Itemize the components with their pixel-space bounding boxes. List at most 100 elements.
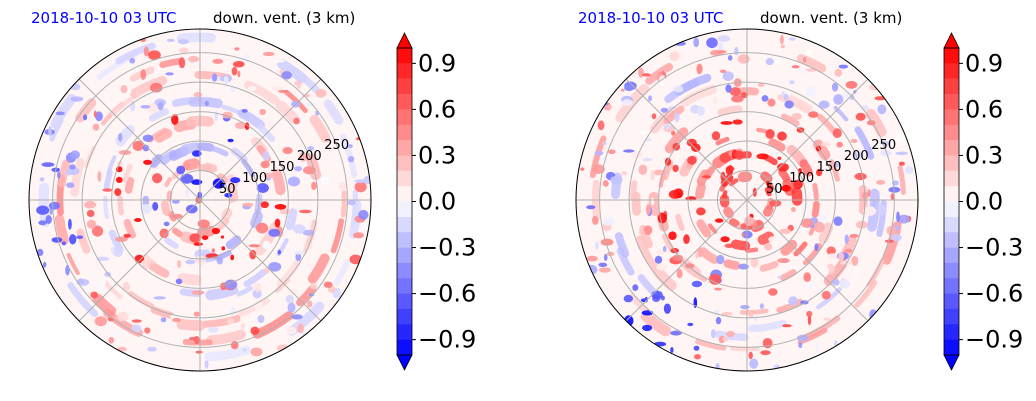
field-cell: [92, 123, 100, 131]
field-cell: [676, 268, 683, 279]
radial-tick-label: 150: [817, 160, 842, 175]
field-cell: [836, 141, 843, 148]
colorbar-extend-min: [396, 354, 413, 371]
field-cell: [782, 324, 792, 328]
field-cell: [806, 48, 813, 56]
field-cell: [777, 156, 782, 160]
field-cell: [648, 95, 653, 102]
field-cell: [602, 217, 615, 226]
field-cell: [255, 222, 269, 234]
field-band-segment: [664, 127, 689, 154]
field-band-segment: [180, 142, 202, 155]
field-cell: [833, 162, 841, 168]
field-cell: [598, 262, 608, 267]
field-cell: [250, 326, 260, 335]
field-band-segment: [210, 146, 229, 157]
field-band-segment: [333, 259, 351, 286]
field-cell: [152, 173, 163, 184]
field-band-segment: [640, 311, 671, 337]
field-band-segment: [75, 98, 97, 123]
field-cell: [779, 34, 784, 45]
field-cell: [307, 300, 313, 308]
field-cell: [129, 57, 136, 64]
field-cell: [118, 133, 123, 142]
field-cell: [172, 317, 182, 323]
field-band-segment: [177, 272, 202, 286]
field-band-segment: [759, 261, 779, 272]
field-cell: [595, 241, 599, 250]
field-cell: [212, 73, 218, 82]
field-cell: [287, 302, 296, 313]
field-cell: [140, 204, 153, 214]
field-band-segment: [765, 180, 775, 191]
field-cell: [753, 315, 759, 322]
field-band-segment: [197, 142, 215, 152]
field-band-segment: [84, 146, 96, 168]
field-cell: [880, 149, 892, 157]
field-cell: [286, 326, 297, 335]
field-cell: [122, 281, 131, 292]
angular-gridline: [199, 199, 322, 322]
chart-title-date: 2018-10-10 03 UTC: [31, 9, 177, 27]
field-cell: [760, 350, 771, 356]
field-cell: [157, 101, 164, 111]
field-cell: [249, 249, 257, 260]
colorbar-segment: [944, 339, 959, 356]
field-cell: [895, 151, 908, 156]
field-cell: [794, 180, 799, 189]
field-cell: [117, 311, 129, 322]
field-band-segment: [115, 42, 156, 65]
field-cell: [274, 204, 287, 210]
field-cell: [706, 37, 718, 49]
field-cell: [844, 248, 853, 253]
field-cell: [111, 246, 115, 254]
colorbar-segment: [944, 262, 959, 279]
field-cell: [358, 209, 369, 220]
field-cell: [97, 283, 102, 291]
field-cell: [621, 171, 627, 176]
field-cell: [201, 235, 209, 240]
field-band-segment: [781, 113, 800, 127]
field-cell: [148, 50, 161, 60]
angular-gridline: [78, 78, 201, 201]
field-cell: [223, 75, 229, 86]
field-cell: [287, 176, 301, 187]
field-cell: [834, 340, 838, 347]
colorbar-segment: [944, 63, 959, 79]
field-band-segment: [757, 231, 775, 245]
field-cell: [45, 215, 52, 224]
colorbar-tick-label: −0.3: [965, 234, 1023, 262]
field-band-segment: [854, 280, 878, 308]
field-cell: [624, 84, 634, 92]
field-cell: [242, 202, 254, 207]
field-cell: [165, 72, 174, 76]
field-cell: [876, 180, 886, 185]
field-cell: [115, 236, 128, 242]
field-cell: [642, 157, 652, 162]
field-cell: [669, 51, 680, 62]
field-band-segment: [164, 237, 179, 249]
field-band-segment: [631, 191, 641, 216]
field-cell: [221, 246, 226, 251]
field-cell: [176, 165, 186, 175]
field-cell: [237, 70, 241, 78]
field-cell: [38, 220, 47, 226]
field-band-segment: [164, 176, 173, 188]
field-band-segment: [696, 219, 712, 238]
field-cell: [800, 218, 813, 228]
colorbar-extend-max: [943, 32, 960, 49]
colorbar-tick-label: 0.3: [418, 141, 456, 169]
field-cell: [65, 170, 73, 176]
field-cell: [756, 153, 769, 160]
field-cell: [70, 96, 84, 102]
field-cell: [230, 177, 241, 184]
colorbar-tick-label: −0.9: [965, 326, 1023, 354]
field-cell: [278, 89, 289, 93]
field-cell: [833, 94, 844, 105]
field-band-segment: [797, 327, 828, 345]
field-band-segment: [66, 252, 80, 276]
field-cell: [806, 310, 813, 318]
field-cell: [101, 276, 106, 286]
field-cell: [715, 316, 722, 325]
